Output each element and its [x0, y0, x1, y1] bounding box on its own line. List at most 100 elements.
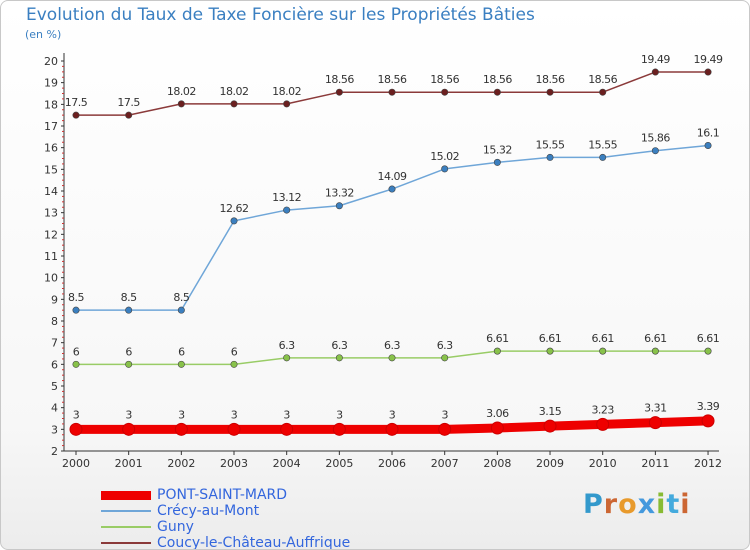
data-label: 15.02	[430, 150, 459, 163]
data-point	[704, 142, 712, 150]
data-point	[283, 100, 291, 108]
data-label: 8.5	[173, 291, 189, 304]
data-label: 19.49	[694, 53, 723, 66]
x-tick-label: 2011	[641, 457, 669, 470]
logo-letter: o	[618, 489, 638, 520]
data-point	[177, 360, 185, 368]
data-label: 17.5	[117, 96, 140, 109]
data-point	[125, 111, 133, 119]
data-label: 6.61	[486, 332, 509, 345]
data-point	[651, 147, 659, 155]
data-point	[388, 354, 396, 362]
data-label: 16.1	[697, 127, 720, 140]
logo-letter: x	[637, 489, 657, 520]
data-point	[283, 206, 291, 214]
data-point	[596, 417, 610, 431]
y-tick-label: 16	[44, 142, 58, 155]
data-point	[283, 354, 291, 362]
data-point	[385, 422, 399, 436]
data-label: 3	[73, 408, 80, 421]
data-label: 6.61	[539, 332, 562, 345]
series-3: 17.5 17.5 18.02 18.02 18.02 18.56 18.56 18.56 18…	[65, 53, 724, 119]
y-tick-label: 3	[51, 423, 58, 436]
y-tick-label: 12	[44, 228, 58, 241]
data-point	[177, 100, 185, 108]
x-tick-label: 2007	[431, 457, 459, 470]
y-tick-label: 17	[44, 120, 58, 133]
y-tick-label: 8	[51, 315, 58, 328]
x-tick-label: 2009	[536, 457, 564, 470]
legend-label: Coucy-le-Château-Auffrique	[157, 535, 351, 550]
data-label: 6.3	[331, 339, 347, 352]
data-label: 15.32	[483, 143, 512, 156]
x-tick-label: 2001	[115, 457, 143, 470]
data-point	[230, 217, 238, 225]
x-tick-label: 2010	[589, 457, 617, 470]
proxiti-logo: Proxiti	[583, 489, 691, 520]
data-label: 18.56	[378, 73, 407, 86]
y-tick-label: 6	[51, 358, 58, 371]
data-label: 6	[73, 345, 80, 358]
series-2: 6 6 6 6 6.3 6.3 6.3 6.3 6.61 6.61 6.61 6.61 6.61	[72, 332, 720, 368]
y-tick-label: 14	[44, 185, 58, 198]
data-point	[174, 422, 188, 436]
data-point	[546, 347, 554, 355]
legend-label: Guny	[157, 519, 194, 535]
series-0: 3 3 3 3 3 3 3 3 3.06 3.15 3.23 3.31 3.39	[69, 400, 720, 436]
data-point	[335, 354, 343, 362]
data-point	[599, 347, 607, 355]
data-label: 3.06	[486, 407, 509, 420]
x-tick-label: 2008	[483, 457, 511, 470]
data-label: 15.55	[588, 138, 617, 151]
data-point	[704, 68, 712, 76]
logo-letter: P	[583, 489, 604, 520]
legend-item: Coucy-le-Château-Auffrique	[101, 535, 501, 550]
data-label: 18.56	[588, 73, 617, 86]
data-point	[388, 88, 396, 96]
data-label: 3	[125, 408, 132, 421]
data-point	[493, 158, 501, 166]
data-point	[704, 347, 712, 355]
data-label: 18.02	[272, 85, 301, 98]
x-tick-label: 2003	[220, 457, 248, 470]
data-label: 3	[283, 408, 290, 421]
data-point	[493, 347, 501, 355]
data-label: 18.56	[325, 73, 354, 86]
data-point	[280, 422, 294, 436]
data-point	[701, 414, 715, 428]
data-label: 6.61	[697, 332, 720, 345]
data-point	[335, 202, 343, 210]
y-tick-label: 11	[44, 250, 58, 263]
data-point	[388, 185, 396, 193]
data-point	[493, 88, 501, 96]
legend-item: PONT-SAINT-MARD	[101, 487, 501, 503]
data-point	[441, 165, 449, 173]
data-label: 6	[125, 345, 132, 358]
data-label: 13.12	[272, 191, 301, 204]
legend: PONT-SAINT-MARD Crécy-au-Mont Guny Coucy-le…	[101, 487, 501, 550]
data-label: 3.31	[644, 402, 667, 415]
data-label: 12.62	[220, 202, 249, 215]
legend-swatch	[101, 491, 151, 500]
unit-label: (en %)	[25, 28, 62, 41]
axes: 2 3 4 5 6 7 8 9 10 11 12 13 14 15 16 17 18 19 20 2000 2001 20…	[44, 53, 722, 470]
legend-item: Guny	[101, 519, 501, 535]
data-point	[230, 360, 238, 368]
data-point	[72, 360, 80, 368]
x-tick-label: 2012	[694, 457, 722, 470]
legend-swatch	[101, 542, 151, 544]
data-label: 6	[231, 345, 238, 358]
logo-letter: i	[656, 489, 667, 520]
data-label: 18.56	[536, 73, 565, 86]
data-point	[227, 422, 241, 436]
y-tick-label: 2	[51, 445, 58, 458]
data-point	[599, 88, 607, 96]
data-label: 6	[178, 345, 185, 358]
y-tick-label: 7	[51, 337, 58, 350]
x-tick-label: 2005	[325, 457, 353, 470]
data-label: 3	[441, 408, 448, 421]
data-label: 6.3	[279, 339, 295, 352]
y-tick-label: 13	[44, 207, 58, 220]
data-point	[230, 100, 238, 108]
